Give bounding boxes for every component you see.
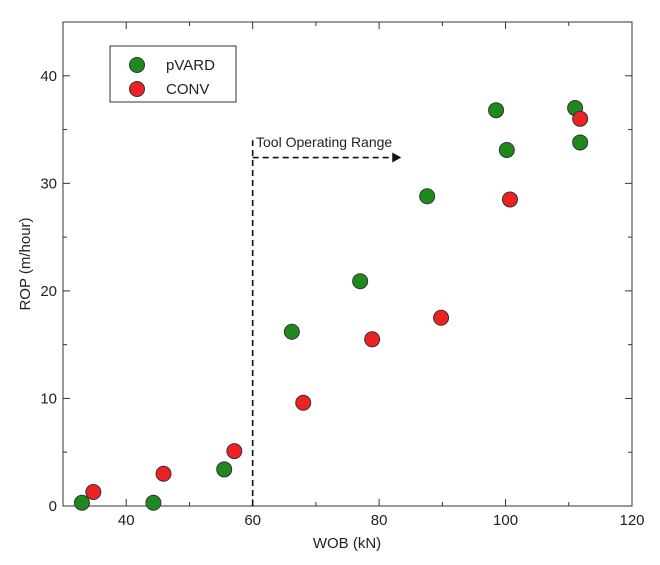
- x-tick-label: 60: [244, 512, 261, 529]
- x-tick-label: 80: [371, 512, 388, 529]
- data-point-pvard: [419, 188, 436, 205]
- arrow-head-icon: [392, 152, 402, 163]
- legend-box: [109, 45, 237, 103]
- data-point-pvard: [572, 134, 589, 151]
- legend-marker-pvard: [129, 57, 145, 73]
- legend-label-pvard: pVARD: [166, 57, 215, 74]
- y-tick-label: 40: [40, 68, 57, 85]
- data-point-pvard: [216, 461, 233, 478]
- annotation-layer: Tool Operating Range: [251, 134, 402, 506]
- data-point-conv: [226, 443, 243, 460]
- x-tick-label: 120: [619, 512, 644, 529]
- y-tick-label: 10: [40, 390, 57, 407]
- x-tick-label: 40: [118, 512, 135, 529]
- data-point-pvard: [498, 141, 515, 158]
- plot-frame: [62, 21, 633, 507]
- annotation-label: Tool Operating Range: [256, 134, 392, 150]
- data-point-pvard: [73, 494, 90, 511]
- y-tick-label: 0: [49, 498, 57, 515]
- data-point-pvard: [145, 494, 162, 511]
- data-point-pvard: [488, 102, 505, 119]
- data-point-conv: [295, 394, 312, 411]
- data-point-pvard: [352, 273, 369, 290]
- legend-label-conv: CONV: [166, 81, 209, 98]
- y-axis-label: ROP (m/hour): [17, 217, 34, 310]
- data-point-conv: [364, 331, 381, 348]
- axes-layer: 40 60 80 100 120 0 10 20 30 40: [40, 21, 645, 529]
- points-layer: [73, 100, 589, 511]
- data-point-conv: [433, 309, 450, 326]
- data-point-conv: [85, 484, 102, 501]
- data-point-conv: [501, 191, 518, 208]
- legend: pVARD CONV: [109, 45, 237, 103]
- legend-marker-conv: [129, 81, 145, 97]
- data-point-conv: [572, 110, 589, 127]
- x-axis-label: WOB (kN): [313, 535, 381, 552]
- y-tick-label: 30: [40, 175, 57, 192]
- y-tick-label: 20: [40, 283, 57, 300]
- x-tick-label: 100: [493, 512, 518, 529]
- data-point-conv: [155, 465, 172, 482]
- data-point-pvard: [283, 323, 300, 340]
